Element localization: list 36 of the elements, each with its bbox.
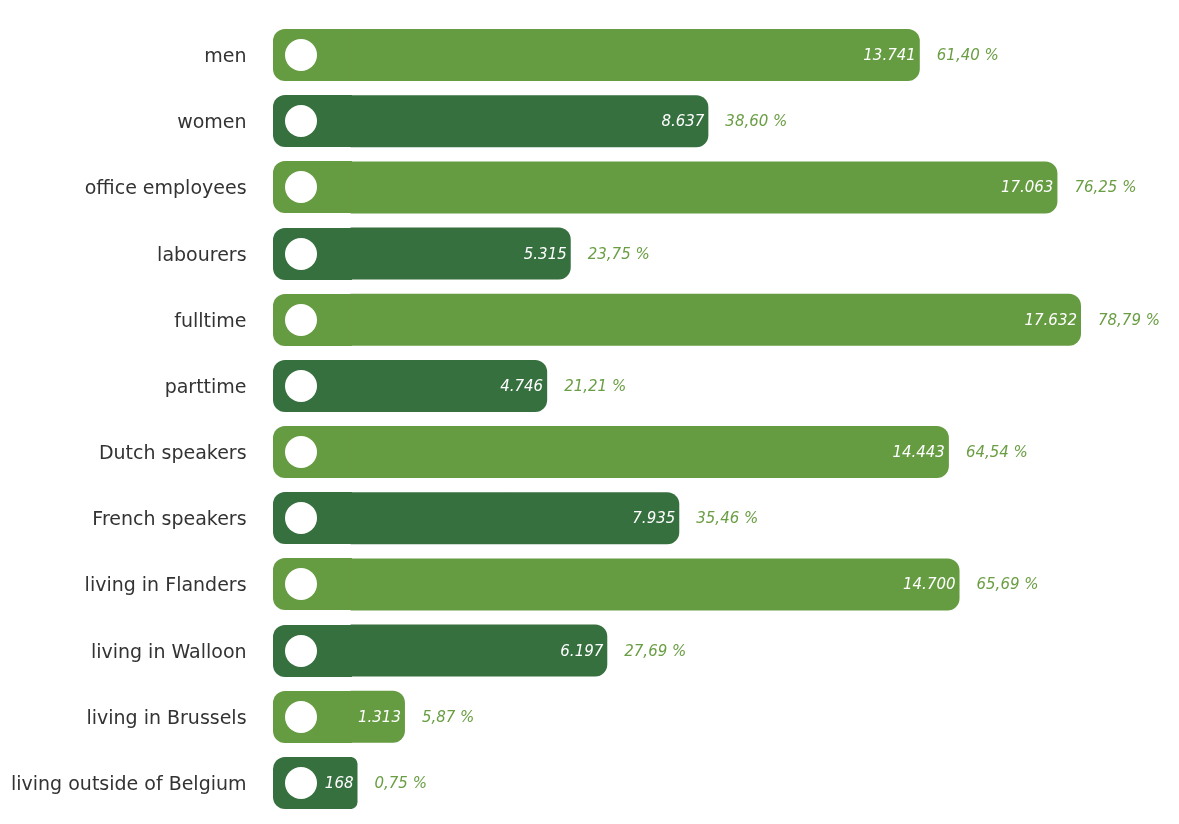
y-tick-label: office employees <box>84 176 247 199</box>
y-tick-label: men <box>204 44 247 67</box>
data-label: 14.700 <box>903 575 956 594</box>
annotation: 21,21 % <box>564 376 627 395</box>
data-label: 5.315 <box>523 244 567 263</box>
annotation: 61,40 % <box>936 46 999 65</box>
y-tick-label: living in Flanders <box>84 573 247 596</box>
data-label: 168 <box>324 773 354 792</box>
data-label: 4.746 <box>500 376 544 395</box>
annotation: 64,54 % <box>965 443 1028 462</box>
y-tick-label: living in Walloon <box>90 639 247 662</box>
y-tick-label: living outside of Belgium <box>10 771 247 794</box>
data-label: 17.063 <box>1000 178 1054 197</box>
annotation: 0,75 % <box>374 773 427 792</box>
y-tick-label: living in Brussels <box>86 705 247 728</box>
data-label: 7.935 <box>632 509 676 528</box>
y-tick-label: labourers <box>157 242 247 265</box>
data-label: 13.741 <box>863 46 916 65</box>
annotation: 78,79 % <box>1098 310 1160 329</box>
annotation: 23,75 % <box>587 244 650 263</box>
annotation: 5,87 % <box>421 707 475 726</box>
y-tick-label: women <box>177 110 247 133</box>
annotation: 35,46 % <box>696 509 759 528</box>
y-tick-label: fulltime <box>174 308 247 331</box>
annotation: 76,25 % <box>1074 178 1137 197</box>
annotation: 38,60 % <box>725 112 788 131</box>
data-label: 6.197 <box>560 641 604 660</box>
data-label: 17.632 <box>1024 310 1077 329</box>
annotation: 65,69 % <box>976 575 1039 594</box>
annotation: 27,69 % <box>624 641 687 660</box>
data-label: 1.313 <box>357 707 401 726</box>
y-tick-label: parttime <box>164 374 247 397</box>
data-label: 8.637 <box>661 112 705 131</box>
y-tick-label: Dutch speakers <box>98 441 247 464</box>
y-tick-label: French speakers <box>92 507 247 530</box>
data-label: 14.443 <box>892 443 945 462</box>
